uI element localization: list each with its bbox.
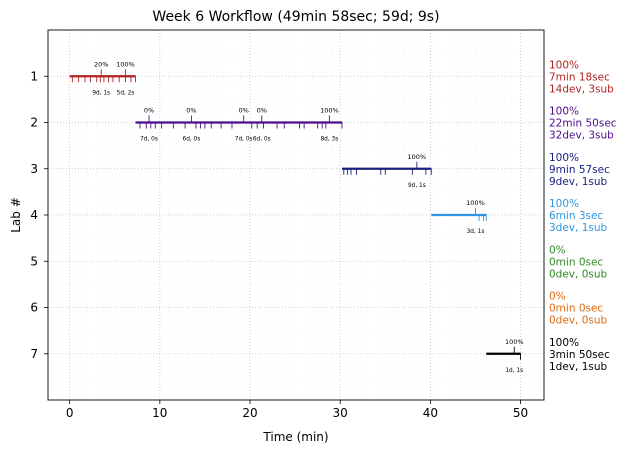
lab-1-summary-line: 7min 18sec bbox=[549, 71, 610, 83]
milestone-percent-label: 100% bbox=[116, 60, 135, 68]
milestone-duration-label: 9d, 1s bbox=[92, 90, 110, 96]
milestone-duration-label: 1d, 1s bbox=[505, 368, 523, 374]
x-tick-label: 20 bbox=[242, 406, 257, 420]
lab-6-summary-line: 0min 0sec bbox=[549, 303, 603, 315]
lab-7-summary-line: 1dev, 1sub bbox=[549, 361, 608, 373]
x-axis-label: Time (min) bbox=[262, 430, 328, 444]
milestone-duration-label: 5d, 2s bbox=[117, 90, 135, 96]
y-tick-label: 3 bbox=[30, 162, 38, 176]
lab-3-summary-line: 9dev, 1sub bbox=[549, 176, 608, 188]
milestone-duration-label: 7d, 0s bbox=[235, 137, 253, 143]
lab-4-summary-line: 3dev, 1sub bbox=[549, 222, 608, 234]
milestone-percent-label: 0% bbox=[257, 107, 267, 115]
lab-7-summary-line: 3min 50sec bbox=[549, 349, 610, 361]
y-tick-label: 4 bbox=[30, 208, 38, 222]
milestone-duration-label: 9d, 1s bbox=[408, 183, 426, 189]
milestone-percent-label: 100% bbox=[505, 338, 524, 346]
lab-4-summary-line: 100% bbox=[549, 198, 579, 210]
x-tick-label: 0 bbox=[66, 406, 74, 420]
y-axis-label: Lab # bbox=[9, 197, 23, 233]
lab-3-summary-line: 9min 57sec bbox=[549, 164, 610, 176]
lab-4-summary-line: 6min 3sec bbox=[549, 210, 603, 222]
lab-2-summary-line: 32dev, 3sub bbox=[549, 130, 614, 142]
chart-title: Week 6 Workflow (49min 58sec; 59d; 9s) bbox=[152, 9, 439, 25]
milestone-percent-label: 100% bbox=[466, 199, 485, 207]
lab-5-summary-line: 0dev, 0sub bbox=[549, 268, 608, 280]
lab-5-summary-line: 0min 0sec bbox=[549, 256, 603, 268]
milestone-duration-label: 3d, 1s bbox=[467, 229, 485, 235]
lab-1-summary-line: 100% bbox=[549, 59, 579, 71]
y-tick-label: 2 bbox=[30, 116, 38, 130]
x-tick-label: 50 bbox=[513, 406, 528, 420]
y-tick-label: 7 bbox=[30, 347, 38, 361]
y-tick-label: 6 bbox=[30, 301, 38, 315]
lab-3-summary-line: 100% bbox=[549, 152, 579, 164]
lab-6-summary-line: 0% bbox=[549, 291, 566, 303]
milestone-duration-label: 6d, 0s bbox=[183, 137, 201, 143]
milestone-percent-label: 0% bbox=[144, 107, 154, 115]
milestone-duration-label: 6d, 0s bbox=[253, 137, 271, 143]
x-tick-label: 30 bbox=[333, 406, 348, 420]
lab-7-summary-line: 100% bbox=[549, 337, 579, 349]
lab-1-summary-line: 14dev, 3sub bbox=[549, 83, 614, 95]
milestone-percent-label: 20% bbox=[94, 60, 108, 68]
milestone-percent-label: 0% bbox=[186, 107, 196, 115]
milestone-duration-label: 8d, 3s bbox=[320, 137, 338, 143]
lab-5-summary-line: 0% bbox=[549, 244, 566, 256]
y-tick-label: 1 bbox=[30, 69, 38, 83]
y-tick-label: 5 bbox=[30, 254, 38, 268]
lab-2-series: 0% 7d, 0s 0% 6d, 0s 0% 7d, 0s 0% 6d, 0s 100% 8d, … bbox=[135, 106, 617, 143]
lab-2-summary-line: 22min 50sec bbox=[549, 118, 617, 130]
x-tick-label: 40 bbox=[423, 406, 438, 420]
milestone-percent-label: 100% bbox=[320, 107, 339, 115]
milestone-duration-label: 7d, 0s bbox=[140, 137, 158, 143]
milestone-percent-label: 100% bbox=[408, 153, 427, 161]
lab-2-summary-line: 100% bbox=[549, 106, 579, 118]
lab-6-summary-line: 0dev, 0sub bbox=[549, 315, 608, 327]
x-tick-label: 10 bbox=[152, 406, 167, 420]
milestone-percent-label: 0% bbox=[239, 107, 249, 115]
